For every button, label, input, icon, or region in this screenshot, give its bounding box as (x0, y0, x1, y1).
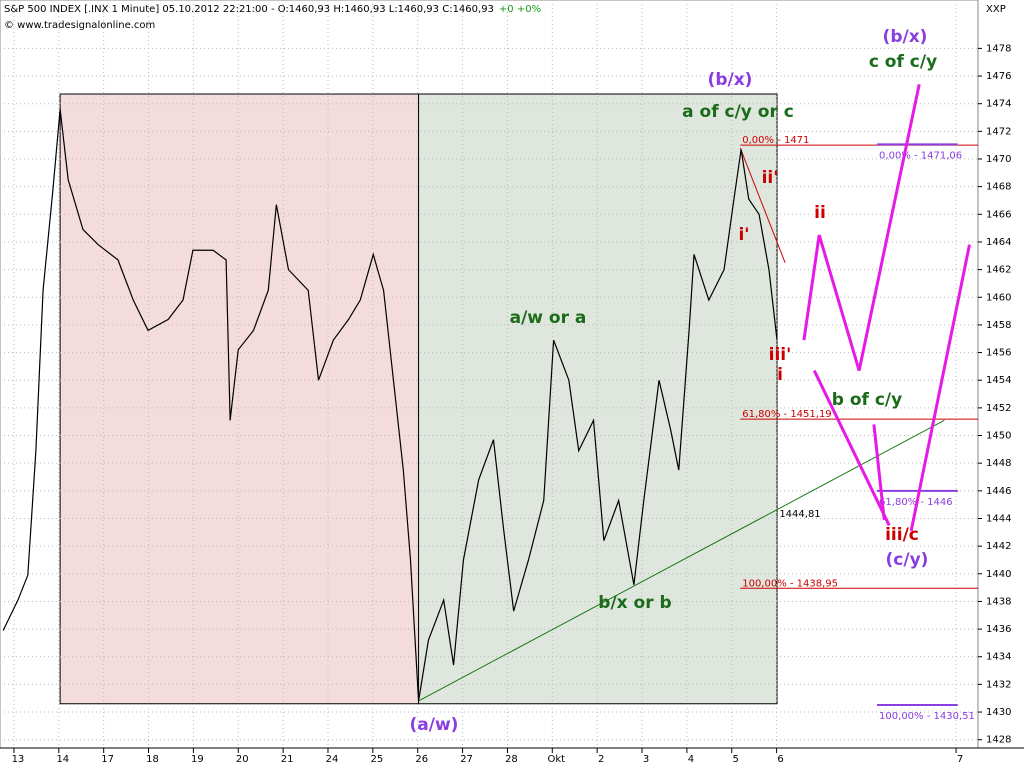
trendline (418, 419, 945, 702)
forecast-path (872, 424, 886, 521)
wave-label: ii (814, 203, 826, 223)
y-tick-label: 1434 (986, 652, 1011, 663)
wave-label: (c/y) (886, 550, 929, 570)
header-change: +0 +0% (499, 4, 541, 15)
y-tick-label: 1428 (986, 735, 1011, 746)
x-tick-label: 4 (688, 754, 694, 765)
x-tick-label: 20 (236, 754, 249, 765)
y-tick-label: 1472 (986, 126, 1011, 137)
x-tick-label: 24 (326, 754, 339, 765)
wave-label: ii' (762, 168, 779, 188)
price-line (2, 109, 778, 702)
y-tick-label: 1452 (986, 403, 1011, 414)
header-symbol: S&P 500 INDEX [.INX 1 Minute] 05.10.2012… (4, 4, 494, 15)
wave-label: b/x or b (598, 593, 671, 613)
x-tick-label: 5 (733, 754, 739, 765)
wave-label: a of c/y or c (682, 102, 794, 122)
zone (59, 93, 420, 705)
wave-label: iii' (769, 345, 792, 365)
forecast-path (909, 244, 971, 532)
y-tick-label: 1466 (986, 209, 1011, 220)
x-tick-label: 21 (281, 754, 294, 765)
y-tick-label: 1458 (986, 320, 1011, 331)
y-tick-label: 1468 (986, 182, 1011, 193)
wave-label: (b/x) (708, 70, 753, 90)
wave-label: 1444,81 (779, 509, 820, 520)
y-tick-label: 1454 (986, 375, 1011, 386)
y-tick-label: 1476 (986, 71, 1011, 82)
y-tick-label: 1462 (986, 265, 1011, 276)
x-tick-label: 17 (101, 754, 114, 765)
wave-label: (a/w) (410, 715, 459, 735)
wave-label: b of c/y (832, 390, 902, 410)
y-tick-label: 1450 (986, 431, 1011, 442)
fib-label: 61,80% - 1451,19 (742, 409, 831, 420)
x-tick-label: 26 (415, 754, 428, 765)
y-tick-label: 1456 (986, 348, 1011, 359)
fib-label: 0,00% - 1471,06 (879, 150, 962, 161)
wave-label: (b/x) (883, 27, 928, 47)
zone (418, 93, 778, 705)
copyright: © www.tradesignalonline.com (4, 20, 155, 31)
y-tick-label: 1464 (986, 237, 1011, 248)
x-tick-label: Okt (547, 754, 565, 765)
y-tick-label: 1460 (986, 292, 1011, 303)
wave-label: iii/c (885, 525, 919, 545)
fib-label: 100,00% - 1438,95 (742, 578, 838, 589)
forecast-path (812, 369, 891, 527)
y-tick-label: 1440 (986, 569, 1011, 580)
x-tick-label: 14 (56, 754, 69, 765)
y-tick-label: 1432 (986, 679, 1011, 690)
wave-label: i' (738, 225, 749, 245)
y-tick-label: 1444 (986, 513, 1011, 524)
y-tick-label: 1448 (986, 458, 1011, 469)
wave-label: i (777, 365, 783, 385)
x-tick-label: 25 (370, 754, 383, 765)
x-tick-label: 27 (460, 754, 473, 765)
y-tick-label: 1442 (986, 541, 1011, 552)
x-tick-label: 18 (146, 754, 159, 765)
x-tick-label: 13 (12, 754, 25, 765)
forecast-path (802, 84, 921, 371)
x-tick-label: 7 (957, 754, 963, 765)
y-tick-label: 1478 (986, 43, 1011, 54)
x-tick-label: 3 (643, 754, 649, 765)
wave-label: a/w or a (510, 308, 587, 328)
y-tick-label: 1436 (986, 624, 1011, 635)
x-tick-label: 6 (777, 754, 783, 765)
y-tick-label: 1470 (986, 154, 1011, 165)
x-tick-label: 19 (191, 754, 204, 765)
x-tick-label: 28 (505, 754, 518, 765)
wave-label: c of c/y (869, 52, 937, 72)
y-tick-label: 1474 (986, 99, 1011, 110)
y-tick-label: 1446 (986, 486, 1011, 497)
fib-label: 0,00% - 1471 (742, 135, 809, 146)
y-tick-label: 1430 (986, 707, 1011, 718)
trendline (739, 147, 786, 263)
fib-label: 100,00% - 1430,51 (879, 711, 975, 722)
y-tick-label: 1438 (986, 596, 1011, 607)
axis-name: XXP (986, 4, 1006, 15)
x-tick-label: 2 (598, 754, 604, 765)
